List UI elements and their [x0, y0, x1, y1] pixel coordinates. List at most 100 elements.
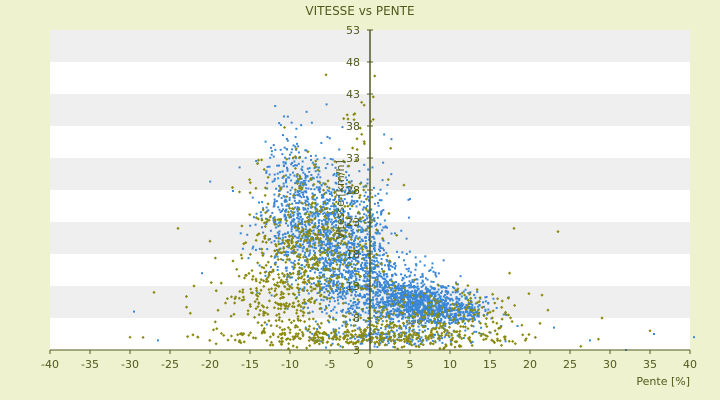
data-point — [314, 257, 317, 260]
data-point — [416, 321, 419, 324]
data-point — [214, 289, 218, 293]
data-point — [365, 256, 368, 259]
data-point — [478, 304, 481, 307]
data-point — [479, 334, 483, 338]
data-point — [442, 305, 445, 308]
data-point — [303, 183, 306, 186]
data-point — [402, 282, 405, 285]
data-point — [276, 307, 280, 311]
data-point — [401, 298, 405, 302]
data-point — [347, 164, 351, 168]
data-point — [473, 311, 476, 314]
data-point — [286, 203, 289, 206]
data-point — [349, 307, 352, 310]
data-point — [409, 295, 412, 298]
data-point — [420, 285, 423, 288]
data-point — [316, 158, 319, 161]
data-point — [304, 228, 307, 231]
data-point — [248, 304, 253, 309]
data-point — [241, 295, 246, 299]
data-point — [405, 327, 408, 330]
data-point — [350, 186, 353, 189]
data-point — [341, 314, 345, 318]
data-point — [304, 176, 307, 179]
data-point — [407, 270, 410, 273]
data-point — [355, 251, 358, 254]
data-point — [466, 327, 470, 331]
data-point — [327, 281, 331, 285]
data-point — [403, 308, 406, 311]
data-point — [184, 294, 189, 299]
data-point — [401, 293, 404, 296]
data-point — [436, 311, 439, 314]
data-point — [413, 301, 416, 304]
data-point — [437, 326, 441, 330]
data-point — [376, 319, 381, 323]
data-point — [345, 186, 348, 189]
data-point — [352, 304, 355, 307]
data-point — [300, 229, 304, 233]
data-point — [266, 202, 270, 206]
data-point — [390, 318, 393, 321]
data-point — [370, 289, 373, 292]
data-point — [376, 201, 379, 204]
data-point — [553, 326, 555, 329]
data-point — [344, 176, 347, 179]
data-point — [459, 306, 462, 309]
data-point — [321, 341, 325, 345]
data-point — [292, 196, 295, 199]
data-point — [294, 182, 297, 185]
data-point — [269, 229, 272, 232]
data-point — [310, 256, 315, 260]
data-point — [284, 267, 287, 270]
data-point — [284, 156, 287, 159]
data-point — [356, 327, 359, 330]
data-point — [337, 172, 341, 177]
data-point — [283, 213, 286, 216]
data-point — [307, 263, 311, 267]
data-point — [336, 246, 339, 249]
data-point — [354, 190, 357, 193]
data-point — [290, 286, 294, 290]
data-point — [291, 251, 294, 254]
data-point — [343, 204, 347, 209]
data-point — [331, 228, 336, 232]
data-point — [512, 303, 517, 308]
data-point — [286, 347, 291, 351]
data-point — [242, 242, 246, 246]
data-point — [290, 304, 295, 309]
data-point — [347, 232, 351, 236]
data-point — [350, 180, 353, 183]
data-point — [350, 324, 353, 327]
data-point — [337, 284, 340, 287]
data-point — [412, 309, 415, 312]
data-point — [311, 236, 314, 239]
data-point — [390, 297, 393, 300]
data-point — [434, 294, 437, 297]
data-point — [329, 220, 332, 223]
data-point — [376, 280, 379, 283]
data-point — [347, 192, 350, 195]
data-point — [414, 307, 417, 310]
data-point — [351, 307, 354, 310]
data-point — [445, 309, 448, 312]
data-point — [391, 284, 394, 287]
data-point — [328, 232, 331, 235]
data-point — [294, 332, 298, 336]
data-point — [429, 304, 432, 307]
data-point — [290, 163, 293, 166]
data-point — [313, 188, 316, 191]
data-point — [533, 335, 537, 340]
data-point — [344, 216, 349, 220]
data-point — [301, 332, 305, 336]
data-point — [425, 339, 428, 342]
data-point — [339, 272, 342, 275]
data-point — [381, 277, 384, 280]
data-point — [357, 211, 361, 215]
data-point — [429, 285, 432, 288]
data-point — [398, 324, 402, 328]
data-point — [349, 273, 352, 276]
data-point — [469, 291, 472, 294]
data-point — [693, 336, 695, 339]
data-point — [346, 334, 350, 338]
